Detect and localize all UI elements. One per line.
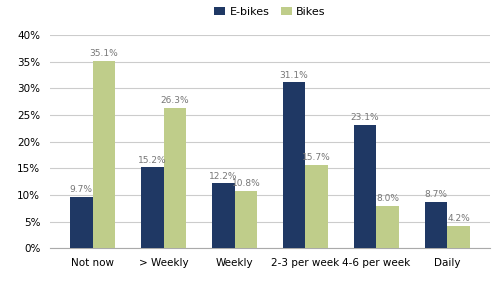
Bar [92, 61, 116, 248]
Text: 15.7%: 15.7% [302, 153, 331, 162]
Bar [141, 167, 164, 248]
Text: 10.8%: 10.8% [232, 179, 260, 188]
Text: 9.7%: 9.7% [70, 185, 93, 194]
Bar [283, 82, 306, 248]
Text: 15.2%: 15.2% [138, 156, 166, 164]
Bar [70, 197, 92, 248]
Text: 23.1%: 23.1% [350, 113, 380, 122]
Bar [306, 164, 328, 248]
Bar [354, 125, 376, 248]
Bar [448, 226, 470, 248]
Text: 4.2%: 4.2% [448, 214, 470, 223]
Bar [376, 206, 399, 248]
Text: 26.3%: 26.3% [160, 96, 190, 105]
Text: 31.1%: 31.1% [280, 71, 308, 80]
Bar [164, 108, 186, 248]
Text: 35.1%: 35.1% [90, 49, 118, 58]
Text: 12.2%: 12.2% [209, 171, 238, 180]
Bar [212, 183, 234, 248]
Legend: E-bikes, Bikes: E-bikes, Bikes [210, 2, 330, 21]
Text: 8.0%: 8.0% [376, 194, 399, 203]
Bar [234, 191, 257, 248]
Text: 8.7%: 8.7% [424, 190, 448, 199]
Bar [424, 202, 448, 248]
